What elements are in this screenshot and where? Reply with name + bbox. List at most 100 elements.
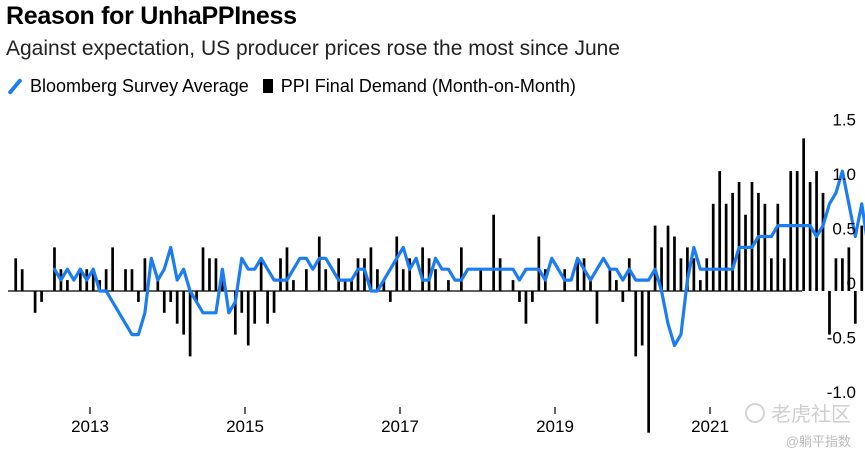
ppi-bar: [615, 280, 618, 291]
ppi-bar: [337, 258, 340, 291]
ppi-bar: [853, 291, 857, 324]
ppi-bar: [285, 247, 289, 291]
ppi-bar: [660, 247, 663, 291]
ppi-bar: [686, 247, 689, 291]
tiger-logo-icon: [745, 402, 765, 423]
ppi-bar: [808, 182, 812, 291]
ppi-bar: [718, 171, 722, 291]
ppi-bar: [240, 291, 244, 313]
ppi-bar: [143, 258, 147, 291]
ppi-bar: [78, 269, 82, 291]
legend-item-bar: PPI Final Demand (Month-on-Month): [262, 75, 576, 97]
ppi-bar: [324, 269, 328, 291]
ppi-bar: [156, 280, 160, 291]
ppi-bar: [518, 291, 521, 302]
ppi-bar: [305, 269, 308, 291]
ppi-bar: [802, 138, 805, 291]
ppi-bar: [259, 258, 263, 291]
ppi-bar: [14, 258, 18, 291]
ppi-bar: [343, 280, 347, 291]
ppi-bar: [169, 291, 173, 302]
ppi-bar: [111, 247, 114, 291]
ppi-bar: [382, 280, 386, 291]
ppi-bar: [246, 291, 250, 346]
ppi-bar: [408, 258, 412, 291]
ppi-bar: [589, 280, 592, 291]
ppi-bar: [214, 258, 218, 291]
ppi-bar: [195, 291, 198, 302]
ppi-bar: [395, 236, 399, 291]
ppi-bar: [744, 214, 747, 291]
ppi-bar: [388, 291, 392, 302]
ppi-bar: [40, 291, 43, 302]
ppi-bar: [182, 291, 185, 335]
y-tick-label: -0.5: [827, 329, 856, 348]
ppi-bar: [795, 171, 799, 291]
ppi-bar: [479, 269, 483, 291]
ppi-bar: [524, 291, 528, 324]
ppi-bar: [531, 291, 534, 302]
ppi-bar: [776, 203, 780, 291]
y-tick-label: 1.0: [832, 165, 856, 184]
ppi-bar: [460, 247, 463, 291]
ppi-bar: [640, 291, 644, 346]
ppi-bar: [692, 258, 696, 291]
ppi-bar: [757, 192, 760, 291]
ppi-bar: [33, 291, 37, 313]
ppi-bar: [821, 192, 825, 291]
chart-subtitle: Against expectation, US producer prices …: [6, 37, 620, 60]
ppi-bar: [137, 291, 140, 302]
chart-title: Reason for UnhaPPIness: [6, 2, 297, 30]
y-tick-label: 0.5: [832, 220, 856, 239]
ppi-bar: [737, 182, 741, 291]
x-tick-label: 2015: [226, 417, 264, 436]
ppi-bar: [705, 258, 709, 291]
legend: Bloomberg Survey Average PPI Final Deman…: [6, 74, 590, 98]
ppi-bar: [595, 291, 599, 324]
x-tick-label: 2013: [71, 417, 109, 436]
ppi-bar: [317, 236, 321, 291]
ppi-bar: [828, 291, 831, 335]
ppi-bar: [434, 269, 437, 291]
ppi-bar: [763, 203, 767, 291]
watermark-main-text: 老虎社区: [771, 404, 851, 426]
ppi-bar: [356, 258, 360, 291]
ppi-bar: [208, 258, 211, 291]
ppi-bar: [653, 225, 657, 291]
ppi-bar: [841, 258, 844, 291]
ppi-bar: [221, 280, 224, 291]
ppi-bar: [815, 171, 818, 291]
ppi-bar: [401, 269, 405, 291]
ppi-bar: [66, 280, 69, 291]
ppi-bar: [860, 225, 864, 291]
ppi-bar: [634, 291, 638, 357]
ppi-bar: [376, 269, 379, 291]
ppi-bar: [279, 258, 282, 291]
ppi-bar: [673, 236, 676, 291]
x-tick-label: 2017: [381, 417, 419, 436]
ppi-bar: [492, 214, 495, 291]
ppi-bar: [834, 258, 838, 291]
ppi-bar: [576, 258, 579, 291]
ppi-bar: [272, 291, 276, 313]
ppi-bar: [498, 258, 502, 291]
ppi-bar: [369, 247, 373, 291]
ppi-bar: [731, 192, 734, 291]
y-tick-label: 0: [847, 274, 856, 293]
ppi-bar: [292, 280, 295, 291]
ppi-bar: [847, 247, 851, 291]
y-tick-label: 1.5: [832, 111, 856, 130]
ppi-bar: [582, 258, 586, 291]
ppi-bar: [789, 171, 793, 291]
legend-bar-label: PPI Final Demand (Month-on-Month): [280, 75, 576, 96]
ppi-bar: [20, 269, 24, 291]
ppi-bar: [233, 291, 237, 335]
ppi-bar: [608, 269, 612, 291]
ppi-bar: [627, 258, 631, 291]
x-tick-label: 2019: [536, 417, 574, 436]
ppi-bar: [91, 269, 95, 291]
ppi-bar: [188, 291, 192, 357]
watermark-brand: 老虎社区: [745, 398, 851, 427]
ppi-bar: [698, 280, 702, 291]
